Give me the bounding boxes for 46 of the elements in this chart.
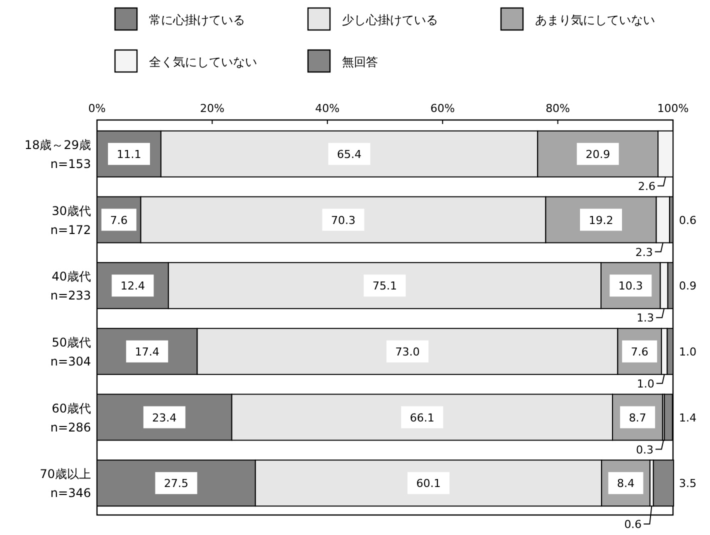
data-label: 23.4 [152,411,177,424]
y-tick-label: 50歳代 n=304 [50,335,91,368]
data-label: 7.6 [630,345,648,358]
data-label: 65.4 [337,148,362,161]
data-label: 1.0 [636,377,654,390]
data-label: 0.3 [636,443,654,456]
data-label: 1.3 [636,312,654,325]
data-label: 73.0 [395,345,420,358]
data-label: 3.5 [679,477,696,490]
data-label: 8.7 [628,411,646,424]
data-label: 1.0 [679,345,696,358]
legend-label: 全く気にしていない [149,55,257,69]
x-tick-label: 100% [657,102,689,115]
x-tick-label: 0% [88,102,106,115]
data-label: 8.4 [617,477,635,490]
data-label: 70.3 [330,214,356,227]
data-label: 1.4 [679,411,696,424]
data-label: 0.6 [624,518,642,531]
data-label: 10.3 [618,280,643,293]
data-label: 12.4 [120,280,145,293]
data-label: 27.5 [164,477,188,490]
data-label: 20.9 [586,148,610,161]
data-label: 66.1 [410,411,434,424]
y-tick-label: 18歳～29歳 n=153 [24,138,91,171]
x-tick-label: 60% [430,102,455,115]
y-tick-label: 70歳以上 n=346 [40,467,91,500]
data-label: 19.2 [588,214,614,227]
legend-label: 無回答 [342,55,378,69]
y-tick-label: 60歳代 n=286 [50,401,91,434]
x-tick-label: 20% [200,102,224,115]
data-label: 0.6 [679,214,696,227]
data-label: 2.6 [638,180,656,193]
legend-label: あまり気にしていない [535,13,655,27]
y-tick-label: 30歳代 n=172 [50,204,91,237]
data-label: 2.3 [635,246,653,259]
data-label: 7.6 [110,214,128,227]
y-tick-label: 40歳代 n=233 [50,270,91,303]
data-label: 17.4 [134,345,160,358]
data-label: 11.1 [116,148,142,161]
data-label: 75.1 [372,280,397,293]
x-tick-label: 80% [546,102,570,115]
data-label: 0.9 [679,280,696,293]
legend-label: 少し心掛けている [342,13,438,27]
data-label: 60.1 [416,477,441,490]
x-tick-label: 40% [315,102,340,115]
legend-label: 常に心掛けている [149,13,245,27]
